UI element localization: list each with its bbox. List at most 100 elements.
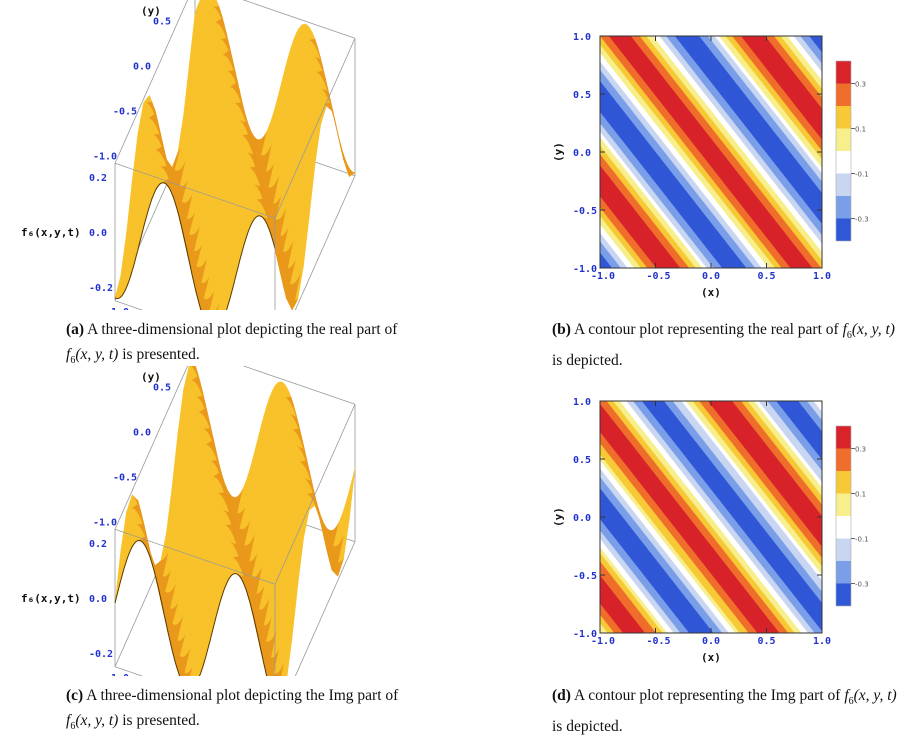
y-axis-label: (y) [141, 370, 161, 383]
x-tick-label: 0.5 [758, 271, 776, 282]
contour-band [705, 401, 822, 550]
contour-band [644, 36, 822, 264]
contour-band [721, 401, 822, 530]
x-axis-label: (x) [701, 286, 721, 299]
contour-band [718, 36, 822, 168]
contour-band [712, 36, 822, 177]
contour-band [655, 36, 822, 250]
contour-band [617, 36, 803, 268]
contour-band [683, 36, 822, 213]
contour-band [736, 401, 822, 511]
contour-band [740, 36, 822, 140]
contour-band [641, 36, 822, 267]
contour-band [635, 401, 820, 633]
x-tick-label: -0.5 [647, 636, 671, 647]
legend-tick-label: 0.3 [855, 81, 866, 89]
z-tick-label: -0.2 [89, 649, 113, 660]
legend-tick-label: -0.1 [855, 536, 869, 544]
contour-band [705, 36, 822, 185]
contour-band [736, 36, 822, 146]
contour-plot-d: -1.0 -0.5 0.0 0.5 1.0 -1.0 -0.5 0.0 0.5 1.0 (x) (y)… [552, 397, 869, 664]
surface-plot-c: -1.0-0.50.00.51.0(x)-1.0-0.50.00.51.0(y)… [21, 337, 356, 739]
y-tick-label: -0.5 [573, 571, 597, 582]
contour-band [674, 36, 822, 224]
x-axis-label: (x) [701, 651, 721, 664]
contour-band [639, 36, 822, 268]
contour-band [815, 401, 822, 409]
legend-swatch [836, 493, 851, 516]
box-edge [114, 300, 276, 357]
contour-band [644, 401, 822, 629]
caption-d: (d) A contour plot representing the Img … [552, 687, 897, 736]
contour-band [811, 36, 822, 50]
contour-band [791, 401, 822, 440]
contour-band [745, 36, 822, 134]
contour-band [600, 419, 767, 633]
contour-band [630, 36, 816, 268]
contour-band [707, 36, 822, 182]
contour-band [622, 36, 807, 268]
contour-band [637, 401, 822, 633]
y-tick-label: 0.5 [153, 16, 171, 27]
contour-band [600, 150, 693, 268]
box-edge [274, 404, 356, 585]
contour-band [751, 401, 822, 491]
contour-band [780, 36, 822, 89]
legend-swatch [836, 61, 851, 84]
y-tick-label: -0.5 [113, 472, 137, 483]
z-tick-label: 0.0 [89, 594, 107, 605]
legend-frame [835, 425, 852, 607]
caption-c: (c) A three-dimensional plot depicting t… [66, 687, 399, 733]
box-edge [114, 528, 276, 585]
contour-band [769, 401, 822, 469]
contour-band [652, 36, 822, 253]
contour-band [668, 36, 822, 233]
legend-swatch [836, 426, 851, 449]
contour-band [773, 401, 822, 463]
box-edge [242, 0, 356, 39]
contour-band [661, 401, 822, 606]
contour-band [600, 119, 717, 268]
contour-band [608, 401, 794, 633]
legend-tick-label: 0.1 [855, 491, 866, 499]
contour-band [679, 36, 822, 219]
contour-band [727, 401, 822, 522]
legend-frame [835, 60, 852, 242]
y-tick-label: 1.0 [573, 32, 591, 43]
contour-band [604, 401, 789, 633]
contour-band [630, 401, 816, 633]
contour-band [809, 401, 822, 418]
contour-band [624, 401, 809, 633]
contour-band [787, 36, 822, 81]
contour-band [749, 36, 822, 129]
contour-band [769, 36, 822, 104]
figure-b: -1.0 -0.5 0.0 0.5 1.0 -1.0 -0.5 0.0 0.5 1.0 (x) (y)… [540, 25, 890, 310]
y-tick-label: 0.0 [573, 148, 591, 159]
contour-band [646, 36, 822, 261]
contour-band [628, 401, 814, 633]
contour-band [648, 401, 822, 623]
contour-band [703, 401, 822, 553]
contour-band [604, 36, 789, 268]
box-edge [114, 162, 276, 219]
contour-band [758, 401, 822, 483]
y-tick-label: 0.5 [573, 455, 591, 466]
legend-swatch [836, 128, 851, 151]
x-tick-label: 0.0 [702, 271, 720, 282]
contour-band [716, 401, 822, 536]
box-edge [274, 38, 356, 219]
contour-band [600, 490, 712, 633]
contour-band [747, 401, 822, 497]
contour-band [672, 36, 822, 227]
x-tick-label: -1.0 [105, 673, 129, 676]
contour-band [600, 484, 717, 633]
z-tick-label: -0.2 [89, 283, 113, 294]
y-tick-label: 0.5 [153, 382, 171, 393]
contour-band [615, 36, 800, 268]
contour-band [615, 401, 800, 633]
contour-band [712, 401, 822, 542]
contour-band [606, 36, 792, 268]
contour-bands [600, 36, 822, 268]
contour-band [802, 36, 822, 61]
contour-band [655, 401, 822, 615]
